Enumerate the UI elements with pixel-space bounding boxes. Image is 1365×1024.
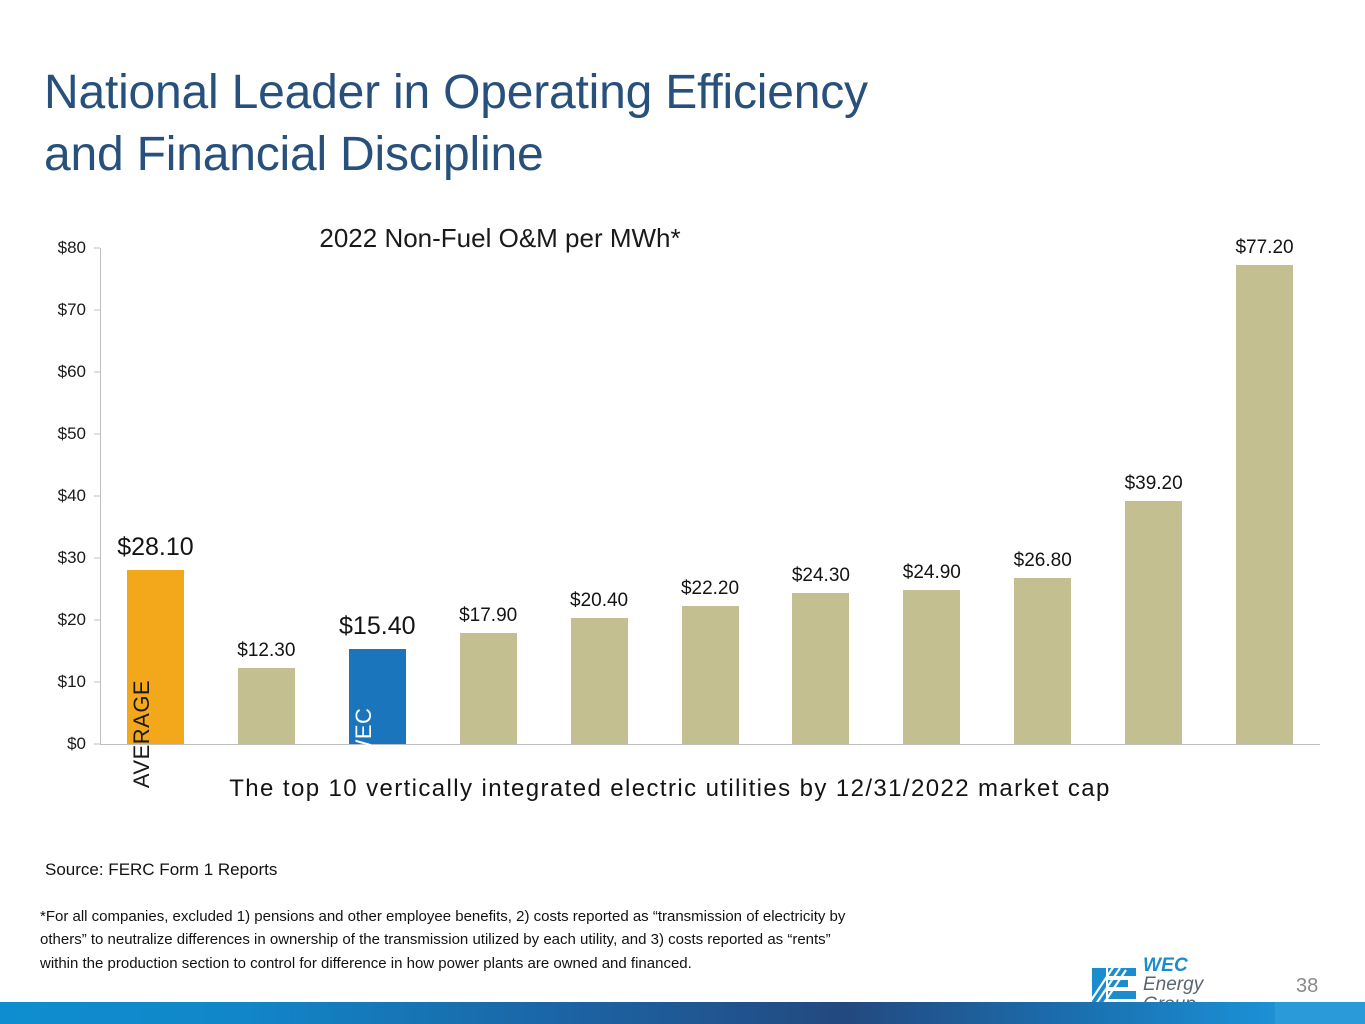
bar-value-label: $77.20 — [1235, 237, 1294, 259]
bar-value-label: $17.90 — [459, 605, 518, 627]
bar-item[interactable]: $26.80 — [1013, 248, 1072, 744]
y-axis-line — [100, 248, 101, 744]
bar-item[interactable]: $17.90 — [459, 248, 518, 744]
logo-line-1: WEC — [1143, 954, 1188, 976]
bar-value-label: $28.10 — [117, 532, 194, 561]
y-axis-tick-mark — [94, 619, 100, 621]
bar-rect[interactable] — [681, 606, 739, 744]
source-note: Source: FERC Form 1 Reports — [45, 860, 278, 879]
chart-caption: The top 10 vertically integrated electri… — [229, 775, 1111, 802]
y-axis-tick-label: $20 — [57, 610, 86, 629]
bar-rect[interactable] — [570, 617, 628, 744]
y-axis-tick-mark — [94, 557, 100, 559]
bar-rect[interactable] — [903, 589, 961, 744]
y-axis-tick-label: $0 — [67, 734, 86, 753]
y-axis-tick-label: $70 — [57, 300, 86, 319]
bar-rect[interactable] — [237, 667, 295, 744]
bar-rect[interactable] — [792, 593, 850, 744]
bar-rect[interactable] — [348, 648, 406, 744]
bar-value-label: $15.40 — [339, 611, 416, 640]
bar-item[interactable]: $20.40 — [570, 248, 629, 744]
chart-container: 2022 Non-Fuel O&M per MWh* $80 $70 $60 $50 $… — [0, 223, 1340, 788]
bar-rect[interactable] — [1236, 265, 1294, 744]
bar-rect[interactable] — [1125, 500, 1183, 744]
wec-logo-mark-icon — [1092, 968, 1136, 1002]
y-axis-tick-label: $10 — [57, 672, 86, 691]
bar-item[interactable]: $28.10 AVERAGE — [117, 248, 193, 788]
bar-item[interactable]: $15.40 WEC — [339, 248, 415, 761]
bottom-accent-bar — [0, 1002, 1365, 1024]
y-axis-tick-mark — [94, 371, 100, 373]
bar-rect[interactable] — [126, 569, 184, 744]
bar-item[interactable]: $22.20 — [680, 248, 740, 744]
bar-item[interactable]: $39.20 — [1124, 248, 1183, 744]
bar-inner-label: WEC — [351, 707, 377, 761]
y-axis-tick-label: $80 — [57, 238, 86, 257]
bar-value-label: $24.30 — [791, 565, 850, 587]
bar-rect[interactable] — [459, 633, 517, 744]
bar-value-label: $24.90 — [902, 561, 961, 583]
bottom-accent-bar-notch — [1275, 1002, 1365, 1024]
y-axis-tick-label: $30 — [57, 548, 86, 567]
bar-inner-label: AVERAGE — [129, 679, 155, 789]
bar-value-label: $22.20 — [680, 578, 740, 600]
bar-item[interactable]: $24.30 — [791, 248, 850, 744]
y-axis-tick-mark — [94, 247, 100, 249]
y-axis-tick-mark — [94, 681, 100, 683]
bar-value-label: $39.20 — [1124, 472, 1183, 494]
y-axis-tick-label: $60 — [57, 362, 86, 381]
y-axis-tick-mark — [94, 495, 100, 497]
bar-item[interactable]: $24.90 — [902, 248, 961, 744]
footnote-text: *For all companies, excluded 1) pensions… — [40, 908, 846, 972]
page-number: 38 — [1296, 975, 1319, 997]
bar-value-label: $12.30 — [237, 639, 296, 661]
bar-item[interactable]: $77.20 — [1235, 237, 1294, 744]
bar-rect[interactable] — [1014, 577, 1072, 744]
x-axis-line — [100, 744, 1320, 745]
y-axis-tick-mark — [94, 743, 100, 745]
bar-series: $28.10 AVERAGE $12.30 $15.40 WEC $17.90 $20.40… — [100, 237, 1320, 788]
page-title: National Leader in Operating Efficiency … — [44, 66, 868, 182]
y-axis-tick-mark — [94, 433, 100, 435]
bar-value-label: $26.80 — [1013, 549, 1072, 571]
y-axis: $80 $70 $60 $50 $40 $30 $20 $10 $0 — [58, 238, 1320, 753]
y-axis-tick-label: $40 — [57, 486, 86, 505]
y-axis-tick-label: $50 — [57, 424, 86, 443]
bar-item[interactable]: $12.30 — [237, 248, 296, 744]
y-axis-tick-mark — [94, 309, 100, 311]
bar-value-label: $20.40 — [570, 589, 629, 611]
chart-title: 2022 Non-Fuel O&M per MWh* — [319, 223, 681, 253]
